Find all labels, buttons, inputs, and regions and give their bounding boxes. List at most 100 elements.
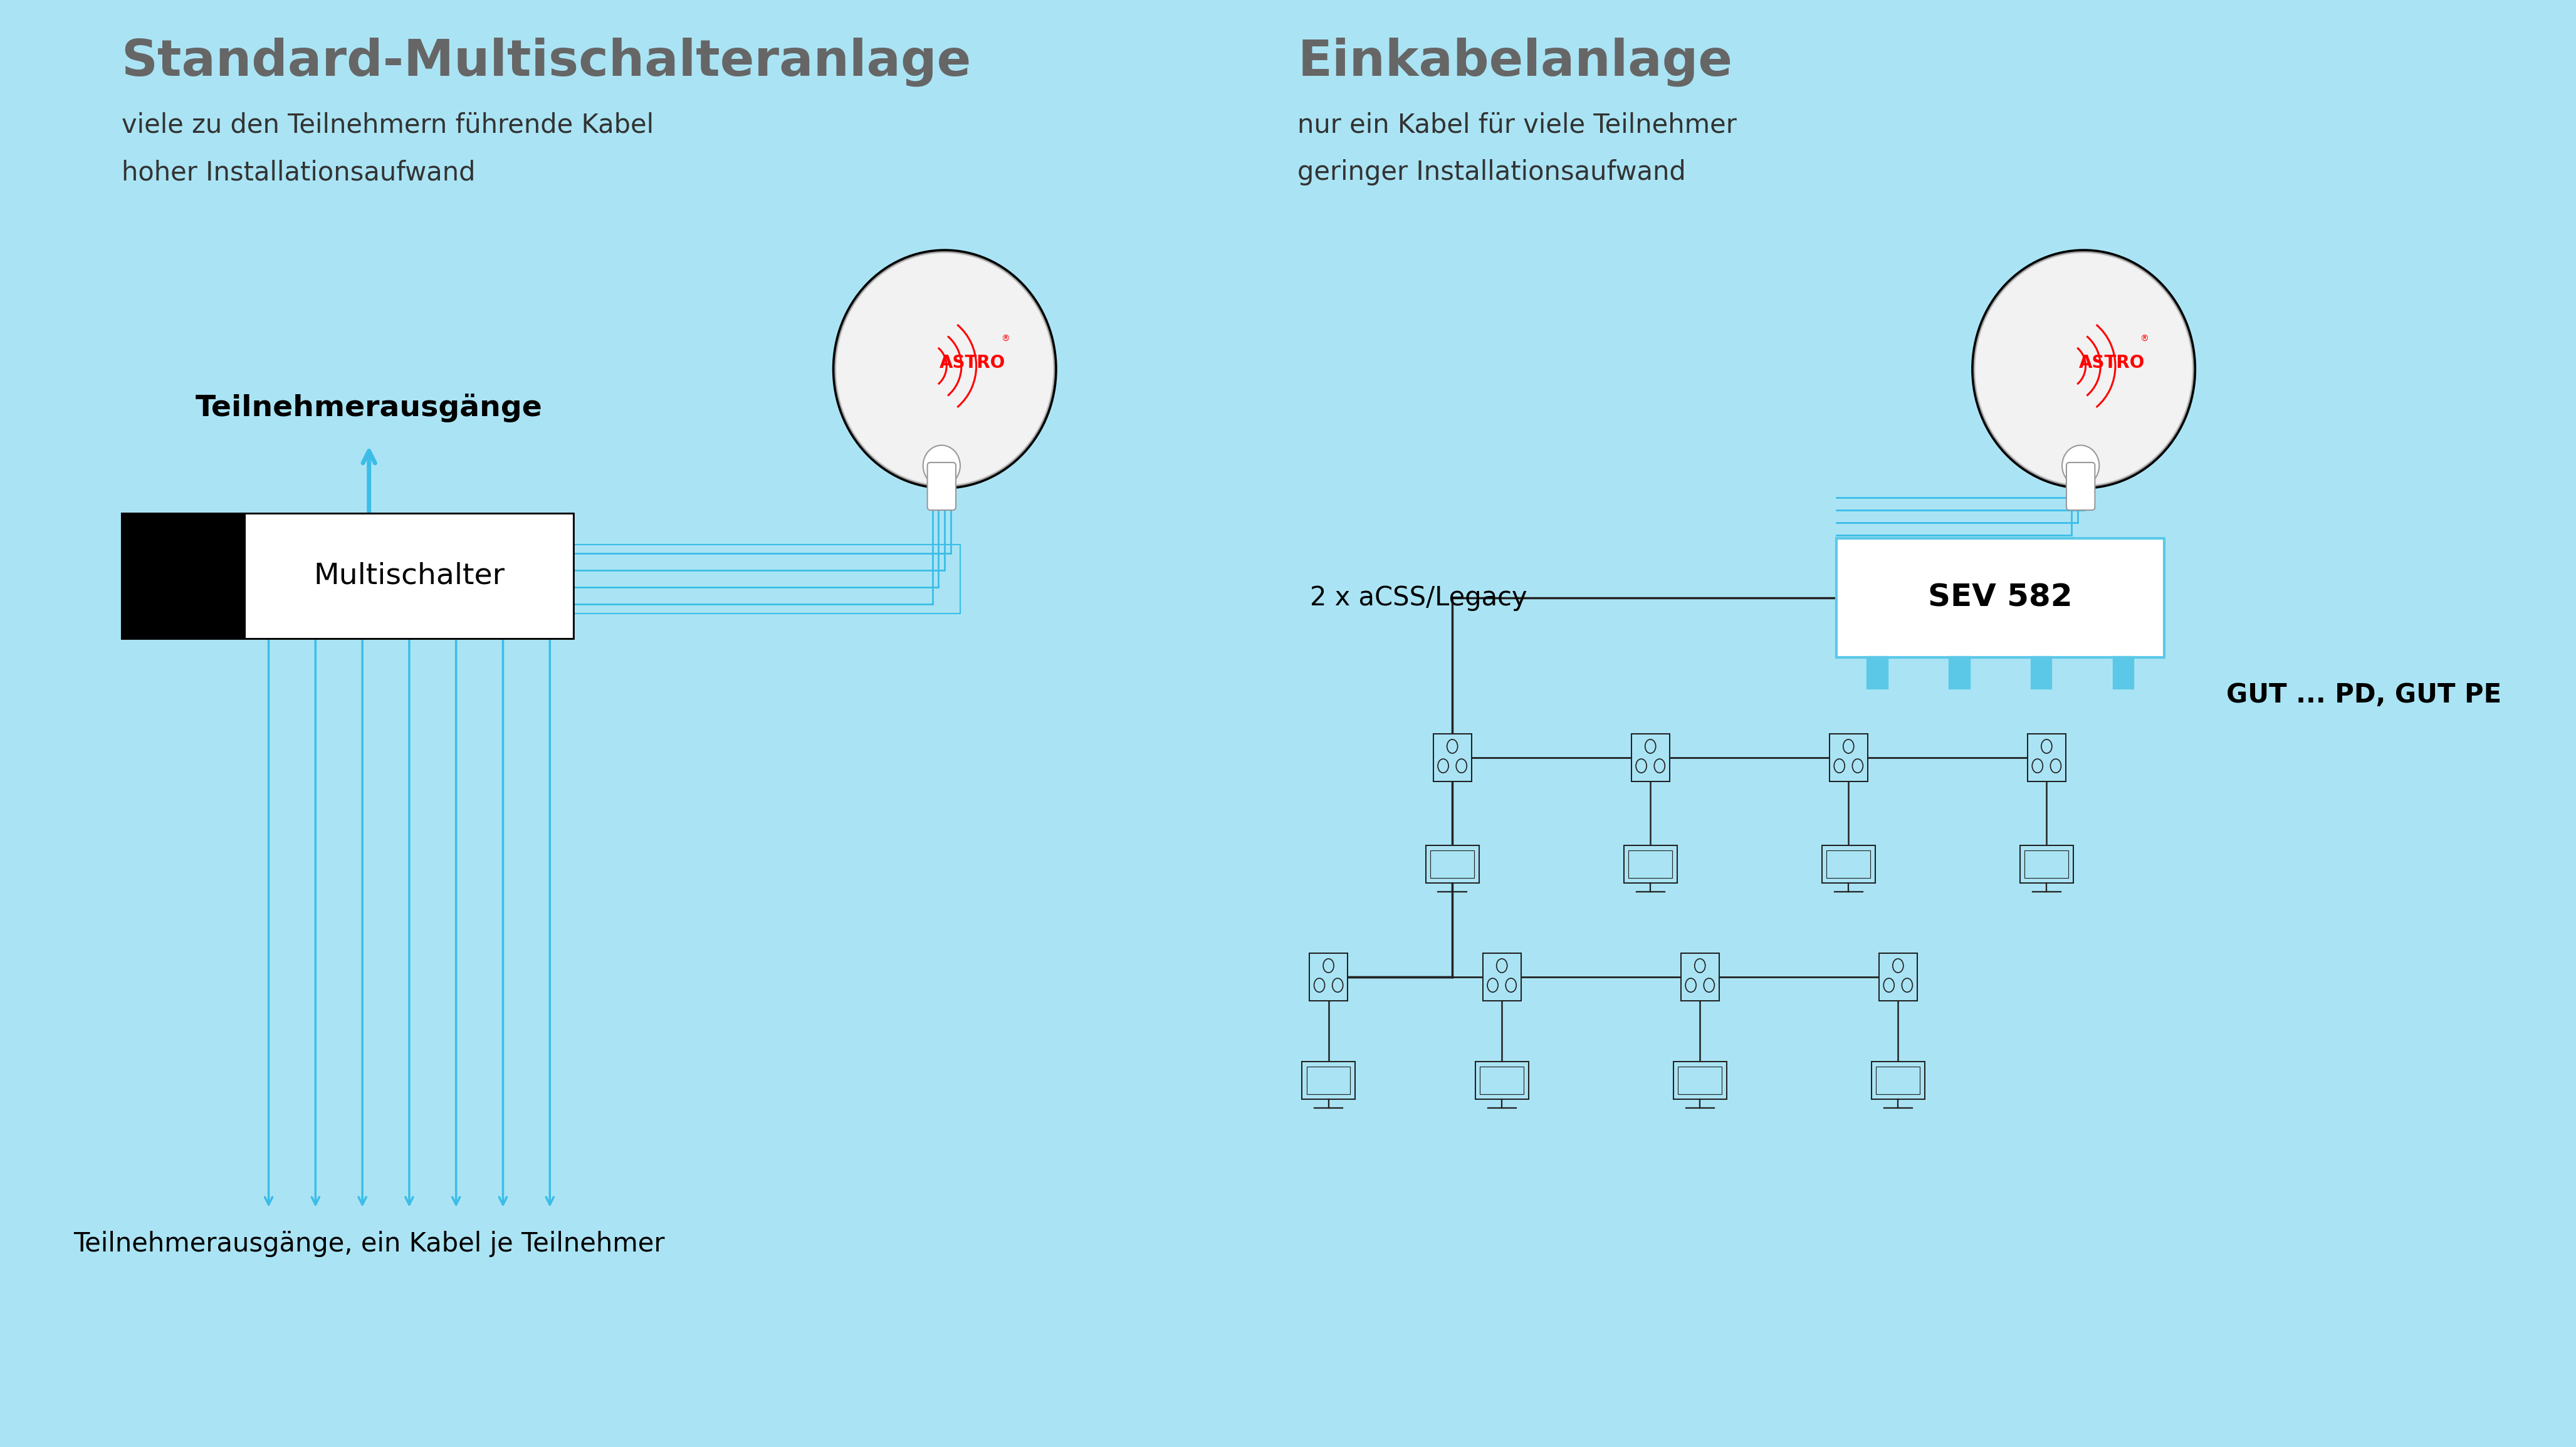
Ellipse shape bbox=[1976, 253, 2192, 485]
Ellipse shape bbox=[1973, 252, 2195, 486]
Ellipse shape bbox=[1976, 253, 2192, 485]
Ellipse shape bbox=[1976, 253, 2192, 485]
FancyBboxPatch shape bbox=[2020, 845, 2074, 883]
Text: geringer Installationsaufwand: geringer Installationsaufwand bbox=[1298, 159, 1687, 185]
FancyBboxPatch shape bbox=[2027, 734, 2066, 781]
Ellipse shape bbox=[1636, 758, 1646, 773]
Ellipse shape bbox=[1893, 959, 1904, 972]
FancyBboxPatch shape bbox=[1631, 734, 1669, 781]
Ellipse shape bbox=[1437, 758, 1448, 773]
Ellipse shape bbox=[835, 250, 1056, 488]
Ellipse shape bbox=[835, 252, 1054, 486]
Ellipse shape bbox=[1973, 250, 2195, 488]
Ellipse shape bbox=[2061, 446, 2099, 486]
Ellipse shape bbox=[1976, 253, 2192, 485]
Ellipse shape bbox=[837, 253, 1054, 485]
Ellipse shape bbox=[1504, 978, 1517, 993]
FancyBboxPatch shape bbox=[1628, 851, 1672, 878]
Ellipse shape bbox=[1654, 758, 1664, 773]
FancyBboxPatch shape bbox=[1481, 1066, 1522, 1094]
Ellipse shape bbox=[1332, 978, 1342, 993]
Ellipse shape bbox=[1976, 253, 2192, 485]
FancyBboxPatch shape bbox=[1868, 655, 1888, 689]
Ellipse shape bbox=[1901, 978, 1911, 993]
FancyBboxPatch shape bbox=[1430, 851, 1473, 878]
Ellipse shape bbox=[1973, 252, 2192, 486]
Ellipse shape bbox=[835, 250, 1056, 488]
Ellipse shape bbox=[835, 252, 1056, 486]
Ellipse shape bbox=[1844, 739, 1855, 754]
Ellipse shape bbox=[1973, 250, 2195, 488]
Ellipse shape bbox=[1852, 758, 1862, 773]
Ellipse shape bbox=[835, 250, 1056, 488]
FancyBboxPatch shape bbox=[121, 514, 245, 638]
FancyBboxPatch shape bbox=[2030, 655, 2050, 689]
Ellipse shape bbox=[1834, 758, 1844, 773]
FancyBboxPatch shape bbox=[1623, 845, 1677, 883]
Ellipse shape bbox=[835, 250, 1056, 488]
Ellipse shape bbox=[1973, 252, 2195, 486]
Ellipse shape bbox=[1976, 253, 2192, 486]
Ellipse shape bbox=[835, 252, 1054, 486]
FancyBboxPatch shape bbox=[1425, 845, 1479, 883]
Text: nur ein Kabel für viele Teilnehmer: nur ein Kabel für viele Teilnehmer bbox=[1298, 113, 1736, 139]
FancyBboxPatch shape bbox=[1837, 538, 2164, 657]
Ellipse shape bbox=[1973, 250, 2195, 488]
Ellipse shape bbox=[1973, 252, 2195, 488]
Ellipse shape bbox=[835, 252, 1056, 488]
Ellipse shape bbox=[1324, 959, 1334, 972]
Ellipse shape bbox=[1976, 253, 2192, 486]
Ellipse shape bbox=[1973, 252, 2195, 486]
FancyBboxPatch shape bbox=[1870, 1062, 1924, 1098]
Ellipse shape bbox=[835, 250, 1056, 488]
Ellipse shape bbox=[1973, 250, 2195, 488]
Ellipse shape bbox=[835, 252, 1054, 486]
Ellipse shape bbox=[1448, 739, 1458, 754]
Ellipse shape bbox=[1973, 250, 2195, 488]
Text: ®: ® bbox=[2141, 334, 2148, 343]
Text: Multischalter: Multischalter bbox=[314, 561, 505, 590]
Text: Teilnehmerausgänge, ein Kabel je Teilnehmer: Teilnehmerausgänge, ein Kabel je Teilneh… bbox=[72, 1231, 665, 1257]
FancyBboxPatch shape bbox=[1301, 1062, 1355, 1098]
Text: 2 x aCSS/Legacy: 2 x aCSS/Legacy bbox=[1311, 585, 1528, 611]
Ellipse shape bbox=[1973, 250, 2195, 488]
Text: viele zu den Teilnehmern führende Kabel: viele zu den Teilnehmern führende Kabel bbox=[121, 113, 654, 139]
Ellipse shape bbox=[835, 250, 1056, 488]
Ellipse shape bbox=[835, 252, 1054, 486]
Ellipse shape bbox=[1646, 739, 1656, 754]
Ellipse shape bbox=[835, 252, 1054, 486]
FancyBboxPatch shape bbox=[245, 514, 574, 638]
FancyBboxPatch shape bbox=[1826, 851, 1870, 878]
Ellipse shape bbox=[835, 253, 1054, 486]
Ellipse shape bbox=[1973, 252, 2192, 486]
FancyBboxPatch shape bbox=[2066, 463, 2094, 511]
Ellipse shape bbox=[835, 253, 1054, 485]
Ellipse shape bbox=[1976, 253, 2192, 485]
FancyBboxPatch shape bbox=[1947, 655, 1971, 689]
Ellipse shape bbox=[835, 253, 1054, 486]
Ellipse shape bbox=[922, 446, 961, 486]
Ellipse shape bbox=[835, 252, 1054, 486]
Ellipse shape bbox=[1976, 253, 2192, 485]
FancyBboxPatch shape bbox=[1682, 954, 1718, 1001]
Ellipse shape bbox=[837, 253, 1054, 485]
Text: ASTRO: ASTRO bbox=[2079, 355, 2146, 372]
FancyBboxPatch shape bbox=[1476, 1062, 1528, 1098]
Ellipse shape bbox=[837, 253, 1054, 485]
Ellipse shape bbox=[1973, 252, 2192, 486]
Ellipse shape bbox=[1314, 978, 1324, 993]
Text: ®: ® bbox=[1002, 334, 1010, 343]
Ellipse shape bbox=[2050, 758, 2061, 773]
Ellipse shape bbox=[1685, 978, 1695, 993]
Ellipse shape bbox=[837, 253, 1054, 485]
FancyBboxPatch shape bbox=[1432, 734, 1471, 781]
Text: ASTRO: ASTRO bbox=[940, 355, 1005, 372]
Ellipse shape bbox=[1497, 959, 1507, 972]
Ellipse shape bbox=[1973, 252, 2195, 488]
Ellipse shape bbox=[837, 253, 1054, 485]
Text: GUT ... PD, GUT PE: GUT ... PD, GUT PE bbox=[2226, 682, 2501, 708]
Ellipse shape bbox=[1486, 978, 1499, 993]
Ellipse shape bbox=[1973, 252, 2192, 486]
Ellipse shape bbox=[835, 252, 1054, 486]
Text: SEV 582: SEV 582 bbox=[1927, 583, 2074, 614]
